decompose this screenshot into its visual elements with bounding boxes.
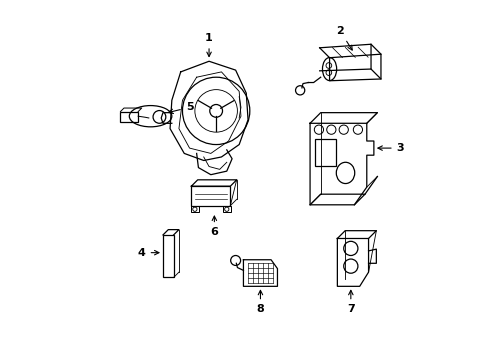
Text: 2: 2	[336, 26, 351, 50]
Text: 4: 4	[138, 248, 159, 258]
Text: 7: 7	[346, 291, 354, 314]
Bar	[191, 186, 230, 206]
Text: 5: 5	[168, 102, 193, 113]
Text: 8: 8	[256, 291, 264, 314]
Bar	[163, 235, 173, 278]
Bar	[120, 112, 138, 122]
Text: 3: 3	[377, 143, 404, 153]
Bar	[222, 206, 230, 212]
Bar	[190, 206, 199, 212]
Text: 1: 1	[205, 33, 212, 57]
Text: 6: 6	[210, 216, 218, 237]
Bar	[314, 139, 335, 166]
